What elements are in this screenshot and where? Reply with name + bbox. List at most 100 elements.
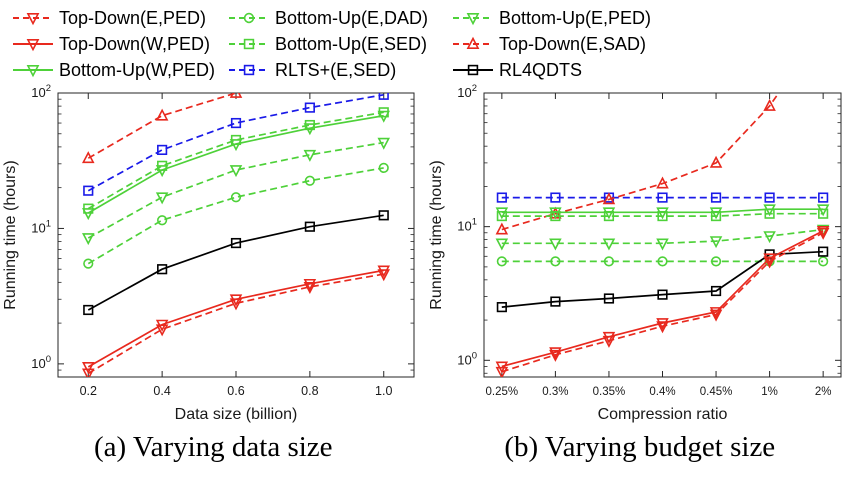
square-marker-icon [818,246,829,257]
square-marker-icon [818,208,829,219]
legend-item-label: Top-Down(E,PED) [59,7,207,28]
circle-marker-icon [657,256,668,267]
triangle-down-marker-icon [709,307,723,320]
square-marker-icon [818,192,829,203]
square-marker-icon [710,285,722,297]
series-line [501,230,824,368]
circle-marker-icon [550,256,561,267]
y-tick-label: 102 [457,83,477,100]
legend: Top-Down(E,PED) Bottom-Up(E,DAD) Bottom-Up… [0,0,853,83]
x-tick-label: 0.8 [301,384,318,398]
square-marker-icon [710,192,722,203]
legend-item-label: Bottom-Up(W,PED) [59,59,216,80]
x-axis-label: Data size (billion) [175,406,298,423]
legend-item: RL4QDTS [452,57,853,83]
series-group [495,93,830,377]
square-marker-icon [83,185,94,196]
triangle-down-marker-icon [229,165,243,178]
series-line [501,93,780,231]
plot-area [483,92,842,378]
triangle-down-marker-icon [303,149,317,162]
x-tick-label: 2% [815,386,832,398]
triangle-down-marker-icon [495,361,509,374]
triangle-down-marker-icon [602,331,616,344]
triangle-down-marker-icon [377,137,391,150]
square-marker-icon [496,192,507,203]
circle-marker-icon [243,12,255,24]
legend-item-label: Bottom-Up(E,PED) [499,7,652,28]
triangle-down-marker-icon [81,208,95,221]
x-tick-label: 0.35% [593,386,626,398]
x-tick-label: 0.4% [649,386,675,398]
triangle-down-marker-icon [155,192,169,205]
square-marker-icon [657,289,668,300]
series-line [87,93,384,192]
legend-item: Top-Down(W,PED) [12,31,228,57]
square-marker-icon [764,192,775,203]
triangle-down-marker-icon [816,204,830,217]
captions-row: (a) Varying data size (b) Varying budget… [0,431,853,464]
triangle-down-marker-icon [377,265,391,278]
triangle-down-marker-icon [303,278,317,291]
triangle-down-marker-icon [26,13,40,26]
triangle-down-marker-icon [26,39,40,52]
triangle-up-marker-icon [495,222,509,235]
legend-item-label: Bottom-Up(E,DAD) [275,7,429,28]
square-marker-icon [657,192,668,203]
circle-marker-icon [83,258,94,269]
x-tick-label: 1% [761,386,778,398]
triangle-down-marker-icon [709,236,723,249]
triangle-down-marker-icon [495,238,509,251]
y-tick-label: 100 [457,350,477,367]
triangle-down-marker-icon [155,319,169,332]
triangle-down-marker-icon [26,65,40,78]
triangle-down-marker-icon [816,225,830,238]
square-marker-icon [603,293,615,304]
square-marker-icon [243,38,255,50]
series-line [87,114,384,214]
square-marker-icon [304,102,315,113]
triangle-down-marker-icon [495,366,509,377]
legend-item-label: Bottom-Up(E,SED) [275,33,428,54]
circle-marker-icon [378,162,389,173]
series-line [87,167,384,265]
triangle-down-marker-icon [763,204,776,217]
x-tick-label: 0.3% [542,386,568,398]
triangle-up-marker-icon [656,176,669,189]
triangle-down-marker-icon [229,294,243,307]
square-marker-icon [243,64,255,76]
series-line [501,208,824,214]
circle-marker-icon [157,215,168,226]
triangle-up-marker-icon [229,93,243,98]
circle-marker-icon [304,175,315,186]
y-tick-label: 102 [31,83,51,100]
legend-sample [229,38,269,50]
triangle-down-marker-icon [763,231,776,244]
square-marker-icon [467,64,479,76]
legend-item: Bottom-Up(E,SED) [228,31,452,57]
legend-item-label: RL4QDTS [499,59,583,80]
legend-item: Bottom-Up(E,PED) [452,5,853,31]
x-tick-label: 0.25% [486,386,519,398]
square-marker-icon [550,192,561,203]
x-tick-label: 1.0 [375,384,392,398]
legend-sample [453,36,493,49]
y-axis-label: Running time (hours) [428,160,445,309]
triangle-down-marker-icon [155,165,169,178]
legend-item-label: RLTS+(E,SED) [275,59,397,80]
x-tick-label: 0.2 [80,384,97,398]
circle-marker-icon [496,256,507,267]
square-marker-icon [230,237,242,249]
triangle-down-marker-icon [81,362,95,374]
series-line [501,232,824,373]
legend-sample [229,12,269,24]
legend-item: Top-Down(E,SAD) [452,31,853,57]
circle-marker-icon [710,256,722,267]
legend-item: Bottom-Up(E,DAD) [228,5,452,31]
square-marker-icon [157,264,168,275]
legend-sample [453,13,493,26]
square-marker-icon [496,302,507,313]
legend-item-label: Top-Down(E,SAD) [499,33,647,54]
legend-sample [13,13,53,26]
legend-sample [453,64,493,76]
